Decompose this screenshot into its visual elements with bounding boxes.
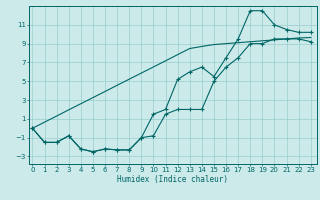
X-axis label: Humidex (Indice chaleur): Humidex (Indice chaleur)	[117, 175, 228, 184]
